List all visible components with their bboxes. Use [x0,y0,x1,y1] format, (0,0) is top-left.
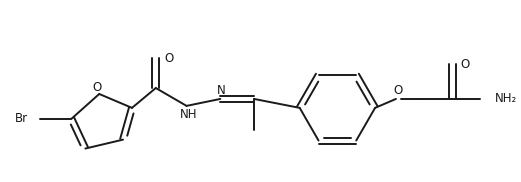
Text: O: O [165,52,174,65]
Text: N: N [217,84,226,96]
Text: O: O [461,58,469,71]
Text: NH: NH [180,108,197,121]
Text: NH₂: NH₂ [495,92,517,105]
Text: O: O [393,84,403,98]
Text: Br: Br [15,112,28,125]
Text: O: O [93,80,102,94]
